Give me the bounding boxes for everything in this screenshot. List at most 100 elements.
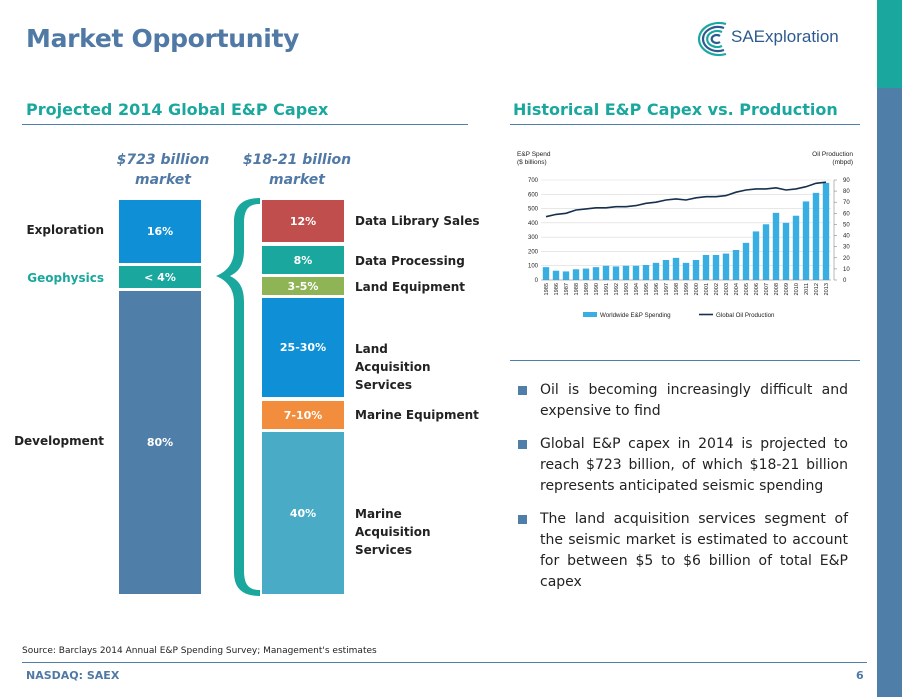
bar-1987	[562, 271, 570, 280]
y-left-tick-label: 500	[528, 207, 539, 213]
bullet-text: Global E&P capex in 2014 is projected to…	[540, 436, 848, 494]
label-land-equipment: Land Equipment	[355, 280, 466, 294]
y-left-tick-label: 700	[528, 178, 539, 184]
bar-1998	[672, 257, 680, 280]
label-marine-equipment: Marine Equipment	[355, 408, 479, 422]
x-tick-label: 1987	[564, 283, 570, 295]
page-number: 6	[856, 669, 864, 682]
y-left-axis-title: ($ billions)	[517, 159, 547, 166]
bullet-item: Global E&P capex in 2014 is projected to…	[518, 434, 848, 497]
y-right-tick-label: 20	[843, 256, 850, 262]
bar-2003	[722, 253, 730, 280]
y-right-tick-label: 70	[843, 200, 850, 206]
x-tick-label: 2005	[744, 283, 750, 295]
segment-data-processing: 8%	[262, 246, 344, 274]
bar-1992	[612, 266, 620, 280]
bar-2007	[762, 224, 770, 280]
x-tick-label: 2003	[724, 283, 730, 295]
segment-data-library-sales: 12%	[262, 200, 344, 242]
seismic-market-label: $18-21 billion market	[242, 152, 352, 188]
label-data-processing: Data Processing	[355, 254, 465, 268]
x-tick-label: 2013	[824, 283, 830, 295]
segment-development: 80%	[119, 291, 201, 594]
segment-land-equipment: 3-5%	[262, 277, 344, 295]
bar-1995	[642, 265, 650, 280]
label-exploration: Exploration	[26, 223, 104, 237]
historical-capex-chart: E&P Spend($ billions) Oil Production(mbpd…	[517, 151, 853, 319]
y-left-axis-title: E&P Spend	[517, 151, 551, 158]
bar-2004	[732, 250, 740, 280]
x-tick-label: 1993	[624, 283, 630, 295]
footer-ticker: NASDAQ: SAEX	[26, 669, 120, 682]
bar-1991	[602, 265, 610, 280]
y-left-tick-label: 200	[528, 249, 539, 255]
legend-swatch-bars	[583, 312, 597, 317]
bar-1997	[662, 260, 670, 280]
y-right-tick-label: 0	[843, 278, 847, 284]
x-tick-label: 2010	[794, 283, 800, 295]
bar-1990	[592, 267, 600, 280]
y-left-tick-label: 0	[535, 278, 539, 284]
y-right-tick-label: 30	[843, 245, 850, 251]
bar-2008	[772, 212, 780, 280]
segment-exploration: 16%	[119, 200, 201, 263]
segment-marine-equipment: 7-10%	[262, 401, 344, 429]
bullet-list: Oil is becoming increasingly difficult a…	[518, 380, 848, 605]
total-market-label: $723 billion market	[116, 152, 210, 188]
bar-2001	[702, 255, 710, 280]
bar-2002	[712, 255, 720, 280]
right-section-title: Historical E&P Capex vs. Production	[513, 100, 838, 119]
right-section-rule	[510, 124, 860, 125]
bar-2006	[752, 231, 760, 280]
bar-2013	[822, 182, 830, 280]
bullet-item: The land acquisition services segment of…	[518, 509, 848, 593]
bar-1985	[542, 267, 550, 280]
y-right-tick-label: 40	[843, 234, 850, 240]
y-right-axis-title: (mbpd)	[832, 159, 853, 166]
segment-geophysics: < 4%	[119, 266, 201, 288]
x-tick-label: 1996	[654, 283, 660, 295]
left-section-rule	[22, 124, 468, 125]
label-marine-acquisition: Marine Acquisition Services	[355, 507, 431, 557]
bar-1988	[572, 269, 580, 280]
legend-label-bars: Worldwide E&P Spending	[600, 312, 671, 319]
bar-1993	[622, 265, 630, 280]
x-tick-label: 2002	[714, 283, 720, 295]
logo-text: SAExploration	[731, 27, 839, 46]
x-tick-label: 1991	[604, 283, 610, 295]
x-tick-label: 1992	[614, 283, 620, 295]
bar-2010	[792, 215, 800, 280]
x-tick-label: 1998	[674, 283, 680, 295]
bar-1996	[652, 262, 660, 280]
bullet-square-icon	[518, 515, 527, 524]
x-tick-label: 2009	[784, 283, 790, 295]
y-left-tick-label: 300	[528, 235, 539, 241]
label-development: Development	[14, 434, 104, 448]
bullet-text: The land acquisition services segment of…	[540, 511, 848, 590]
bar-1994	[632, 265, 640, 280]
bar-1989	[582, 268, 590, 280]
saexploration-logo	[698, 21, 727, 57]
x-tick-label: 1986	[554, 283, 560, 295]
x-tick-label: 2011	[804, 283, 810, 295]
y-right-tick-label: 50	[843, 222, 850, 228]
bar-2000	[692, 260, 700, 280]
bar-2005	[742, 242, 750, 280]
x-tick-label: 1994	[634, 283, 640, 295]
bullet-square-icon	[518, 440, 527, 449]
side-strip-accent	[877, 0, 902, 88]
x-tick-label: 2012	[814, 283, 820, 295]
y-right-axis-title: Oil Production	[812, 151, 853, 158]
x-tick-label: 2008	[774, 283, 780, 295]
label-land-acquisition: Land Acquisition Services	[355, 342, 431, 392]
x-tick-label: 1989	[584, 283, 590, 295]
y-right-tick-label: 60	[843, 211, 850, 217]
side-strip	[877, 0, 902, 697]
x-tick-label: 2001	[704, 283, 710, 295]
bar-1999	[682, 262, 690, 280]
bullet-item: Oil is becoming increasingly difficult a…	[518, 380, 848, 422]
segment-land-acquisition: 25-30%	[262, 298, 344, 397]
y-right-tick-label: 10	[843, 267, 850, 273]
oil-production-line	[545, 181, 827, 218]
slide-title: Market Opportunity	[26, 24, 300, 53]
